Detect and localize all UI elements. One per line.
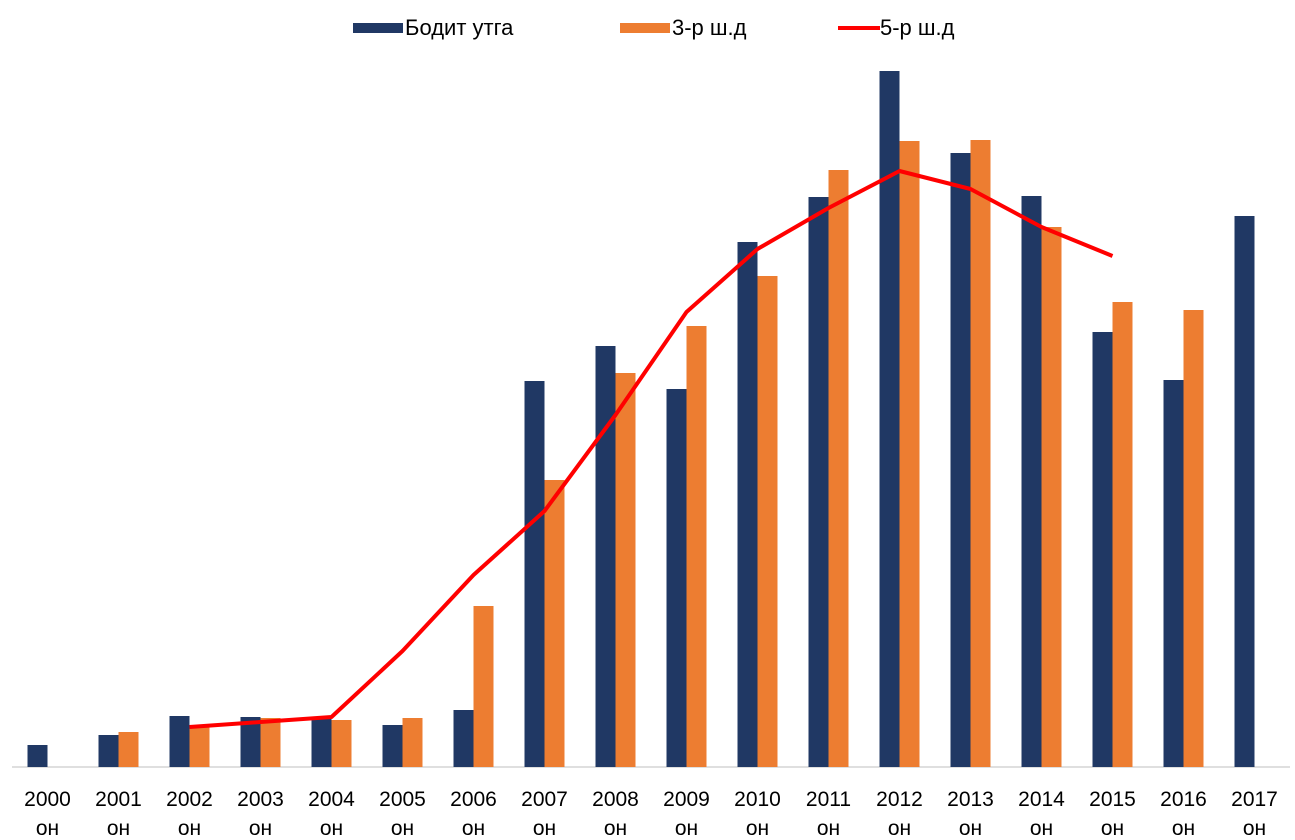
legend-label: 3-р ш.д — [672, 15, 747, 40]
bar — [240, 717, 261, 767]
bar — [970, 140, 991, 767]
bar — [260, 718, 281, 767]
bar — [473, 606, 494, 767]
x-tick-label: 2016 он — [1160, 788, 1207, 840]
bar — [828, 170, 849, 767]
line — [189, 169, 1114, 729]
bar — [453, 710, 474, 767]
x-tick-label: 2010 он — [734, 788, 781, 840]
bar — [1092, 332, 1113, 767]
legend-swatch — [620, 23, 670, 33]
bar — [382, 725, 403, 767]
bar — [1041, 227, 1062, 767]
x-tick-label: 2006 он — [450, 788, 497, 840]
bar — [311, 718, 332, 767]
bar — [737, 242, 758, 767]
x-tick-label: 2002 он — [166, 788, 213, 840]
bar — [1112, 302, 1133, 767]
x-tick-label: 2011 он — [805, 788, 852, 840]
x-tick-label: 2004 он — [308, 788, 355, 840]
bar — [118, 732, 139, 767]
bar — [1234, 216, 1255, 767]
x-tick-label: 2015 он — [1089, 788, 1136, 840]
bar — [402, 718, 423, 767]
legend-swatch — [353, 23, 403, 33]
bar — [169, 716, 190, 767]
bar — [98, 735, 119, 767]
bar — [879, 71, 900, 767]
bar — [615, 373, 636, 767]
bar — [1183, 310, 1204, 767]
x-tick-label: 2000 он — [24, 788, 71, 840]
x-tick-label: 2005 он — [379, 788, 426, 840]
legend-label: 5-р ш.д — [880, 15, 955, 40]
bar — [524, 381, 545, 767]
bar — [808, 197, 829, 767]
bar — [757, 276, 778, 767]
bar — [189, 727, 210, 767]
bar — [1021, 196, 1042, 767]
bar — [595, 346, 616, 767]
bar — [950, 153, 971, 767]
bar — [899, 141, 920, 767]
x-tick-label: 2003 он — [237, 788, 284, 840]
bar — [686, 326, 707, 767]
x-tick-label: 2013 он — [947, 788, 994, 840]
legend-label: Бодит утга — [405, 15, 514, 40]
x-tick-label: 2008 он — [592, 788, 639, 840]
x-tick-label: 2012 он — [876, 788, 923, 840]
x-tick-label: 2017 он — [1231, 788, 1278, 840]
bar — [666, 389, 687, 767]
x-tick-label: 2009 он — [663, 788, 710, 840]
x-tick-label: 2007 он — [521, 788, 568, 840]
bar — [1163, 380, 1184, 767]
x-tick-label: 2001 он — [95, 788, 142, 840]
bar — [544, 480, 565, 767]
x-tick-label: 2014 он — [1018, 788, 1065, 840]
bar — [331, 720, 352, 767]
bar — [27, 745, 48, 767]
